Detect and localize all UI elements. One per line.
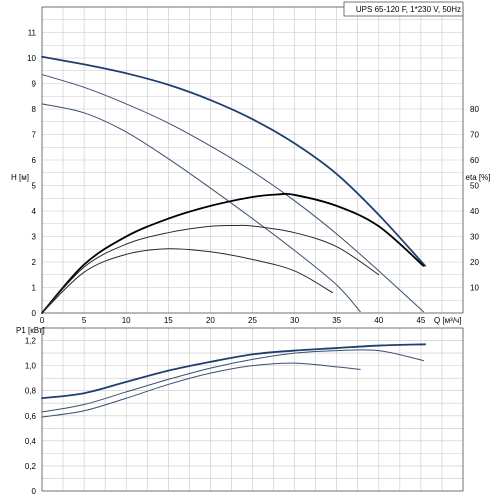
upper-series-group (41, 55, 427, 314)
eta-tick-label: 60 (470, 156, 479, 165)
x-tick-label: 40 (374, 316, 383, 325)
h-tick-label: 11 (28, 29, 37, 38)
eta-curve-4 (41, 224, 380, 314)
power-curve-2 (41, 362, 361, 418)
h-tick-label: 8 (32, 105, 37, 114)
head-curve-0 (41, 55, 427, 267)
x-tick-label: 25 (248, 316, 257, 325)
upper-plot-frame (41, 6, 464, 314)
eta-tick-label: 50 (470, 182, 479, 191)
upper-grid (41, 1, 464, 314)
h-tick-label: 0 (32, 309, 37, 318)
h-tick-label: 9 (32, 80, 37, 89)
title-box (343, 1, 464, 17)
eta-tick-label: 30 (470, 233, 479, 242)
eta-tick-label: 10 (470, 284, 479, 293)
head-curve-2 (41, 103, 361, 313)
p1-axis-label: P1 [кВт] (16, 326, 45, 335)
x-tick-label: 20 (206, 316, 215, 325)
head-curve-1 (41, 74, 424, 313)
power-curve-0 (41, 343, 427, 400)
p1-tick-label: 1,2 (25, 337, 37, 346)
eta-tick-label: 70 (470, 131, 479, 140)
p1-tick-label: 1,0 (25, 362, 37, 371)
lower-grid (41, 327, 464, 492)
x-tick-label: 35 (332, 316, 341, 325)
chart-title: UPS 65-120 F, 1*230 V, 50Hz (356, 5, 461, 14)
eta-tick-label: 40 (470, 207, 479, 216)
p1-tick-label: 0,4 (25, 437, 37, 446)
h-tick-label: 6 (32, 156, 37, 165)
eta-tick-label: 20 (470, 258, 479, 267)
h-tick-label: 10 (27, 54, 36, 63)
h-tick-label: 3 (32, 233, 37, 242)
x-tick-label: 0 (40, 316, 45, 325)
tick-labels-group: 0 5 10 15 20 25 30 35 40 450123456789101110203040… (25, 29, 480, 497)
eta-curve-3 (41, 192, 425, 314)
h-tick-label: 1 (32, 284, 37, 293)
x-tick-label: 45 (416, 316, 425, 325)
x-tick-label: 10 (122, 316, 131, 325)
p1-tick-label: 0 (32, 487, 37, 496)
eta-curve-5 (41, 248, 333, 314)
h-tick-label: 4 (32, 207, 37, 216)
h-tick-label: 5 (32, 182, 37, 191)
p1-tick-label: 0,2 (25, 462, 37, 471)
p1-tick-label: 0,8 (25, 387, 37, 396)
h-tick-label: 7 (32, 131, 37, 140)
p1-tick-label: 0,6 (25, 412, 37, 421)
q-axis-label: Q [м³/ч] (434, 316, 461, 325)
lower-series-group (41, 343, 427, 418)
x-tick-label: 30 (290, 316, 299, 325)
eta-tick-label: 80 (470, 105, 479, 114)
eta-axis-label: eta [%] (466, 173, 491, 182)
h-tick-label: 2 (32, 258, 37, 267)
x-tick-label: 15 (164, 316, 173, 325)
lower-plot-frame (41, 327, 464, 492)
power-curve-1 (41, 349, 424, 413)
h-axis-label: H [м] (11, 173, 29, 182)
x-tick-label: 5 (82, 316, 87, 325)
